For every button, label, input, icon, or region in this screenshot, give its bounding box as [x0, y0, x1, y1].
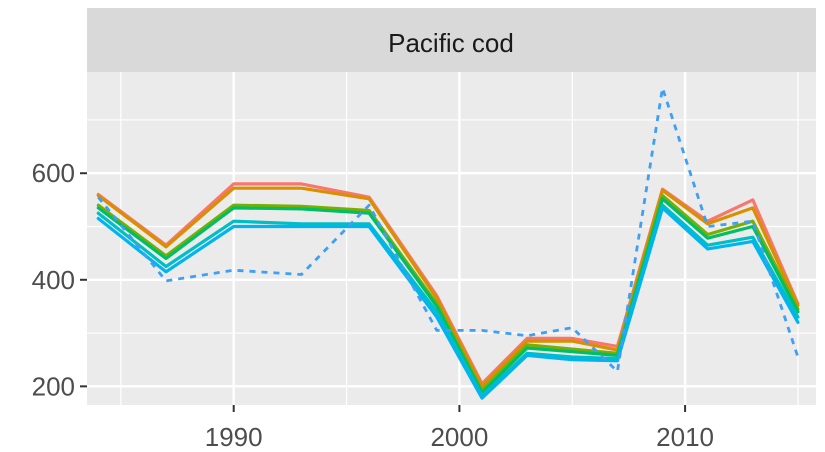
x-tick-label: 1990 [205, 422, 263, 452]
y-tick-label: 400 [32, 265, 75, 295]
series-line-6 [96, 206, 800, 400]
facet-strip-title: Pacific cod [388, 28, 514, 58]
series-line-4 [96, 197, 800, 395]
series-layer [96, 86, 800, 400]
y-axis: 200 400 600 [32, 158, 87, 401]
y-tick-label: 200 [32, 371, 75, 401]
series-line-3 [96, 194, 800, 393]
x-tick-label: 2010 [656, 422, 714, 452]
strip-background [87, 8, 816, 72]
series-line-1 [96, 182, 800, 386]
x-tick-label: 2000 [430, 422, 488, 452]
x-axis: 1990 2000 2010 [205, 405, 714, 452]
series-line-2 [96, 186, 800, 388]
y-tick-label: 600 [32, 158, 75, 188]
